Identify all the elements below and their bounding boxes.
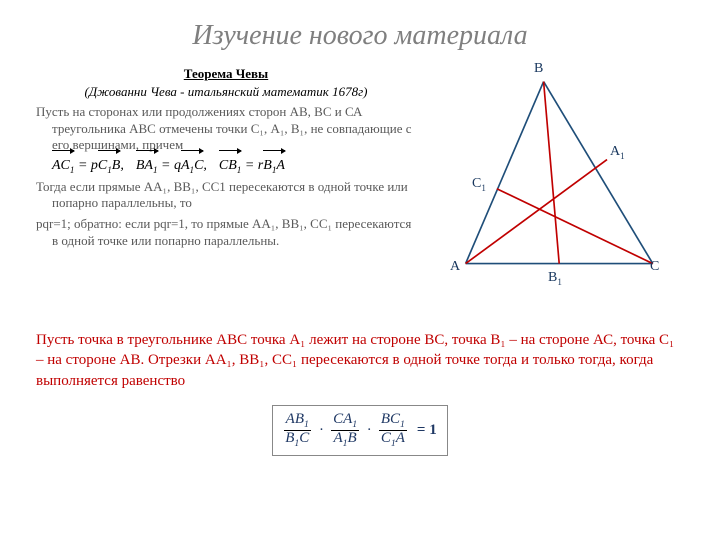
vector-equations: AC1 = pC1B, BA1 = qA1C, CB1 = rB1A — [52, 158, 416, 175]
content-row: Теорема Чевы (Джованни Чева - итальянски… — [36, 66, 684, 306]
vec-eq-2: BA1 = qA1C, — [136, 158, 207, 175]
ratio-dot: · — [365, 422, 373, 439]
vertex-label-C: C — [650, 259, 659, 275]
slide: Изучение нового материала Теорема Чевы (… — [0, 0, 720, 540]
ratio-equals: = 1 — [413, 422, 437, 439]
vec-eq-1: AC1 = pC1B, — [52, 158, 124, 175]
ratio-fraction-2: CA1A1B — [331, 412, 359, 449]
theorem-p2: Тогда если прямые АА₁, ВВ₁, СС1 пересека… — [36, 179, 416, 212]
vec-eq-3: CB1 = rB1A — [219, 158, 285, 175]
theorem-p3: pqr=1; обратно: если pqr=1, то прямые АА… — [36, 216, 416, 249]
slide-title: Изучение нового материала — [36, 20, 684, 52]
vertex-label-A1: A1 — [610, 144, 625, 161]
vertex-label-B: B — [534, 61, 543, 77]
vertex-label-B1: B1 — [548, 270, 562, 287]
ratio-formula: AB1B1C · CA1A1B · BC1C1A = 1 — [272, 405, 447, 456]
vertex-label-C1: C1 — [472, 176, 486, 193]
diagram-column: ABCA1B1C1 — [424, 66, 684, 306]
theorem-author: (Джованни Чева - итальянский математик 1… — [36, 84, 416, 100]
ratio-fraction-3: BC1C1A — [379, 412, 407, 449]
bottom-statement: Пусть точка в треугольнике АВС точка А₁ … — [36, 330, 684, 391]
ratio-fraction-1: AB1B1C — [283, 412, 311, 449]
vertex-label-A: A — [450, 259, 460, 275]
ratio-dot: · — [317, 422, 325, 439]
theorem-heading: Теорема Чевы — [36, 66, 416, 82]
theorem-p1: Пусть на сторонах или продолжениях сторо… — [36, 104, 416, 154]
text-column: Теорема Чевы (Джованни Чева - итальянски… — [36, 66, 416, 306]
